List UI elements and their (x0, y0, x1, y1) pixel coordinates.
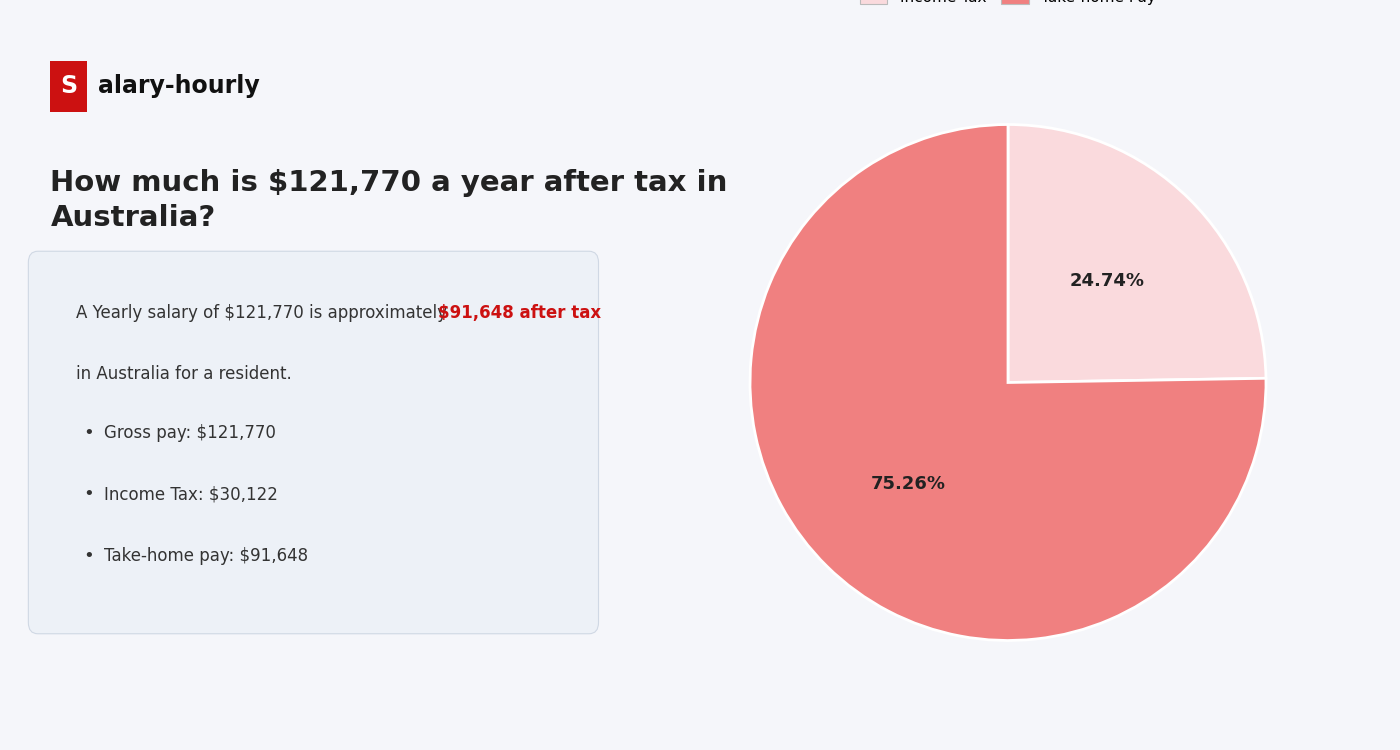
Text: Gross pay: $121,770: Gross pay: $121,770 (104, 424, 276, 442)
FancyBboxPatch shape (50, 61, 87, 112)
Text: •: • (83, 547, 94, 565)
Text: 24.74%: 24.74% (1070, 272, 1145, 290)
Text: in Australia for a resident.: in Australia for a resident. (76, 365, 291, 383)
Text: $91,648 after tax: $91,648 after tax (438, 304, 602, 322)
Text: •: • (83, 485, 94, 503)
Legend: Income Tax, Take-home Pay: Income Tax, Take-home Pay (854, 0, 1162, 11)
Wedge shape (1008, 124, 1266, 382)
Text: Take-home pay: $91,648: Take-home pay: $91,648 (104, 547, 308, 565)
FancyBboxPatch shape (28, 251, 599, 634)
Text: How much is $121,770 a year after tax in
Australia?: How much is $121,770 a year after tax in… (50, 169, 728, 232)
Text: alary-hourly: alary-hourly (98, 74, 260, 98)
Text: A Yearly salary of $121,770 is approximately: A Yearly salary of $121,770 is approxima… (76, 304, 452, 322)
Wedge shape (750, 124, 1266, 640)
Text: Income Tax: $30,122: Income Tax: $30,122 (104, 485, 277, 503)
Text: S: S (60, 74, 77, 98)
Text: •: • (83, 424, 94, 442)
Text: 75.26%: 75.26% (871, 475, 946, 493)
